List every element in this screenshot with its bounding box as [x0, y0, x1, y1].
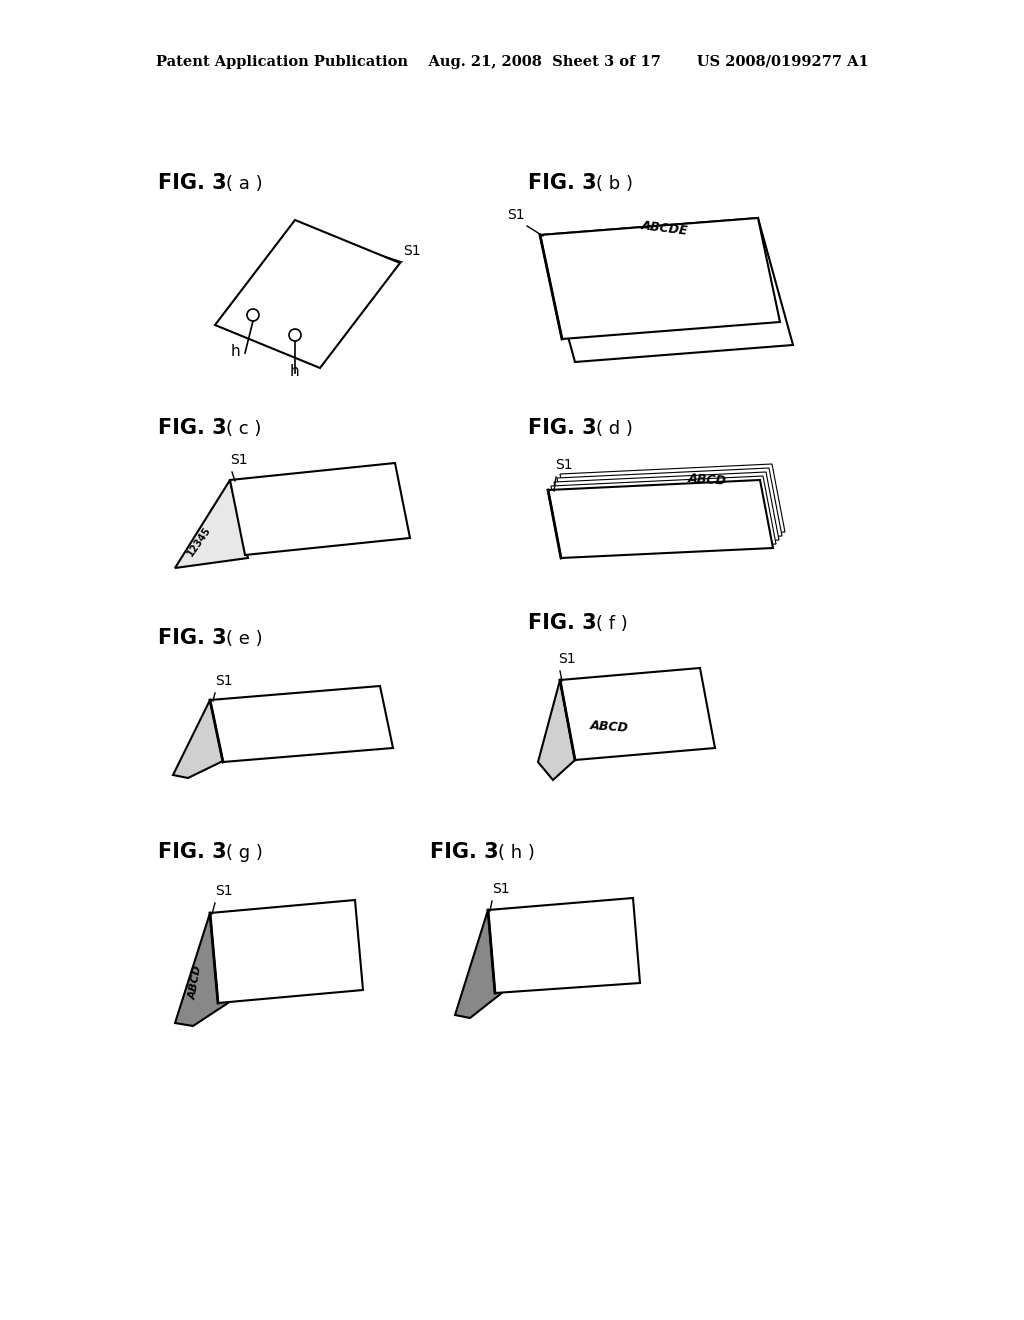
Polygon shape: [230, 463, 410, 554]
Polygon shape: [538, 680, 575, 780]
Text: ( b ): ( b ): [596, 176, 633, 193]
Polygon shape: [175, 913, 228, 1026]
Text: S1: S1: [558, 652, 575, 667]
Text: FIG. 3: FIG. 3: [158, 628, 233, 648]
Polygon shape: [560, 465, 785, 543]
Text: S1: S1: [555, 458, 572, 473]
Text: S1: S1: [215, 884, 232, 898]
Text: h: h: [290, 364, 300, 379]
Polygon shape: [540, 218, 793, 362]
Text: S1: S1: [492, 882, 510, 896]
Text: ( f ): ( f ): [596, 615, 628, 634]
Text: S1: S1: [507, 209, 525, 222]
Polygon shape: [488, 898, 640, 993]
Text: FIG. 3: FIG. 3: [528, 612, 604, 634]
Polygon shape: [560, 668, 715, 760]
Text: FIG. 3: FIG. 3: [528, 418, 604, 438]
Text: ( c ): ( c ): [226, 420, 261, 438]
Text: ( e ): ( e ): [226, 630, 262, 648]
Text: ABCD: ABCD: [688, 473, 727, 488]
Polygon shape: [557, 469, 782, 546]
Polygon shape: [551, 477, 776, 554]
Text: FIG. 3: FIG. 3: [528, 173, 604, 193]
Text: ABCD: ABCD: [188, 965, 204, 1001]
Text: FIG. 3: FIG. 3: [158, 173, 233, 193]
Polygon shape: [173, 700, 225, 777]
Polygon shape: [175, 480, 248, 568]
Text: FIG. 3: FIG. 3: [158, 418, 233, 438]
Text: ( a ): ( a ): [226, 176, 262, 193]
Text: Patent Application Publication    Aug. 21, 2008  Sheet 3 of 17       US 2008/019: Patent Application Publication Aug. 21, …: [156, 55, 868, 69]
Text: ABCDE: ABCDE: [640, 219, 688, 238]
Text: S1: S1: [230, 453, 248, 467]
Text: ABCD: ABCD: [590, 719, 630, 735]
Text: 12345: 12345: [185, 524, 213, 558]
Polygon shape: [455, 909, 503, 1018]
Polygon shape: [540, 218, 780, 339]
Text: S1: S1: [215, 675, 232, 688]
Text: S1: S1: [403, 244, 421, 257]
Text: ( g ): ( g ): [226, 843, 263, 862]
Text: FIG. 3: FIG. 3: [158, 842, 233, 862]
Text: ( d ): ( d ): [596, 420, 633, 438]
Polygon shape: [210, 686, 393, 762]
Text: FIG. 3: FIG. 3: [430, 842, 506, 862]
Polygon shape: [210, 900, 362, 1003]
Polygon shape: [215, 220, 400, 368]
Text: h: h: [231, 345, 241, 359]
Text: ( h ): ( h ): [498, 843, 535, 862]
Polygon shape: [554, 473, 779, 550]
Polygon shape: [548, 480, 773, 558]
